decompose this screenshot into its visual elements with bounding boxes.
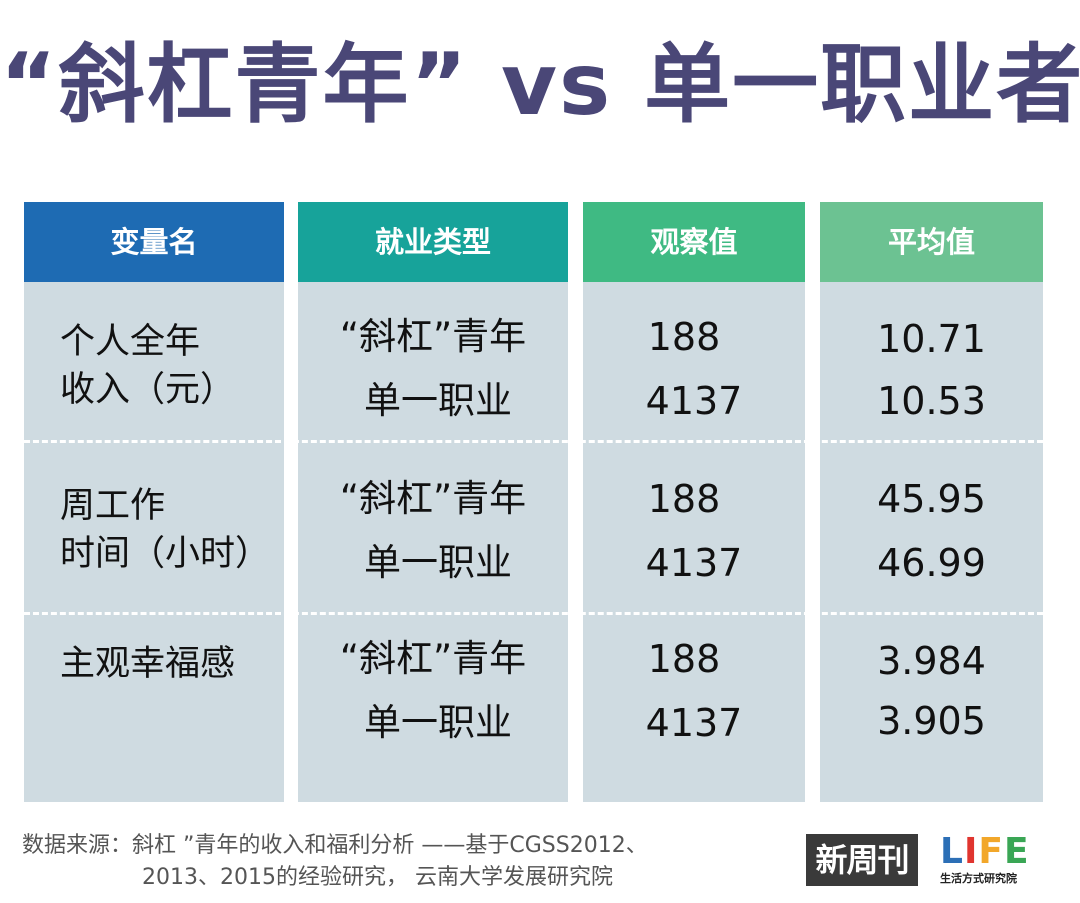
table-cell-type: “斜杠”青年 [339, 477, 527, 520]
header-variable: 变量名 [24, 202, 284, 282]
data-source-note: 数据来源：斜杠 ”青年的收入和福利分析 ——基于CGSS2012、 2013、2… [22, 830, 782, 894]
table-cell-type: 单一职业 [364, 701, 512, 744]
table-cell-avg: 45.95 [877, 477, 986, 521]
variable-label: 个人全年 收入（元） [60, 322, 236, 410]
column-average: 平均值 [820, 202, 1043, 802]
table-cell-obs: 188 [647, 315, 721, 359]
page-title: “斜杠青年” vs 单一职业者 [0, 35, 1080, 135]
variable-label: 主观幸福感 [60, 644, 236, 684]
row-divider [24, 440, 1043, 443]
variable-label: 周工作 时间（小时） [60, 486, 271, 574]
table-cell-avg: 10.71 [877, 317, 986, 361]
table-cell-type: 单一职业 [364, 379, 512, 422]
table-cell-type: 单一职业 [364, 541, 512, 584]
header-average: 平均值 [820, 202, 1043, 282]
table-cell-obs: 4137 [645, 379, 743, 423]
table-cell-obs: 188 [647, 637, 721, 681]
table-cell-obs: 188 [647, 477, 721, 521]
life-logo-subtitle: 生活方式研究院 [940, 872, 1017, 885]
life-logo: LIFE 生活方式研究院 [940, 832, 1040, 890]
table-cell-type: “斜杠”青年 [339, 637, 527, 680]
row-divider [24, 612, 1043, 615]
table-cell-avg: 10.53 [877, 379, 986, 423]
source-line-2: 2013、2015的经验研究， 云南大学发展研究院 [142, 865, 613, 890]
table-cell-type: “斜杠”青年 [339, 315, 527, 358]
xinzhoukan-logo: 新周刊 [806, 834, 918, 886]
header-observations: 观察值 [583, 202, 805, 282]
header-employment-type: 就业类型 [298, 202, 568, 282]
table-cell-obs: 4137 [645, 701, 743, 745]
table-cell-avg: 3.905 [877, 699, 986, 743]
column-variable: 变量名 [24, 202, 284, 802]
life-logo-text: LIFE [940, 831, 1030, 872]
table-cell-obs: 4137 [645, 541, 743, 585]
column-observations: 观察值 [583, 202, 805, 802]
source-line-1: 数据来源：斜杠 ”青年的收入和福利分析 ——基于CGSS2012、 [22, 833, 648, 858]
table-cell-avg: 46.99 [877, 541, 986, 585]
column-employment-type: 就业类型 [298, 202, 568, 802]
table-cell-avg: 3.984 [877, 639, 986, 683]
